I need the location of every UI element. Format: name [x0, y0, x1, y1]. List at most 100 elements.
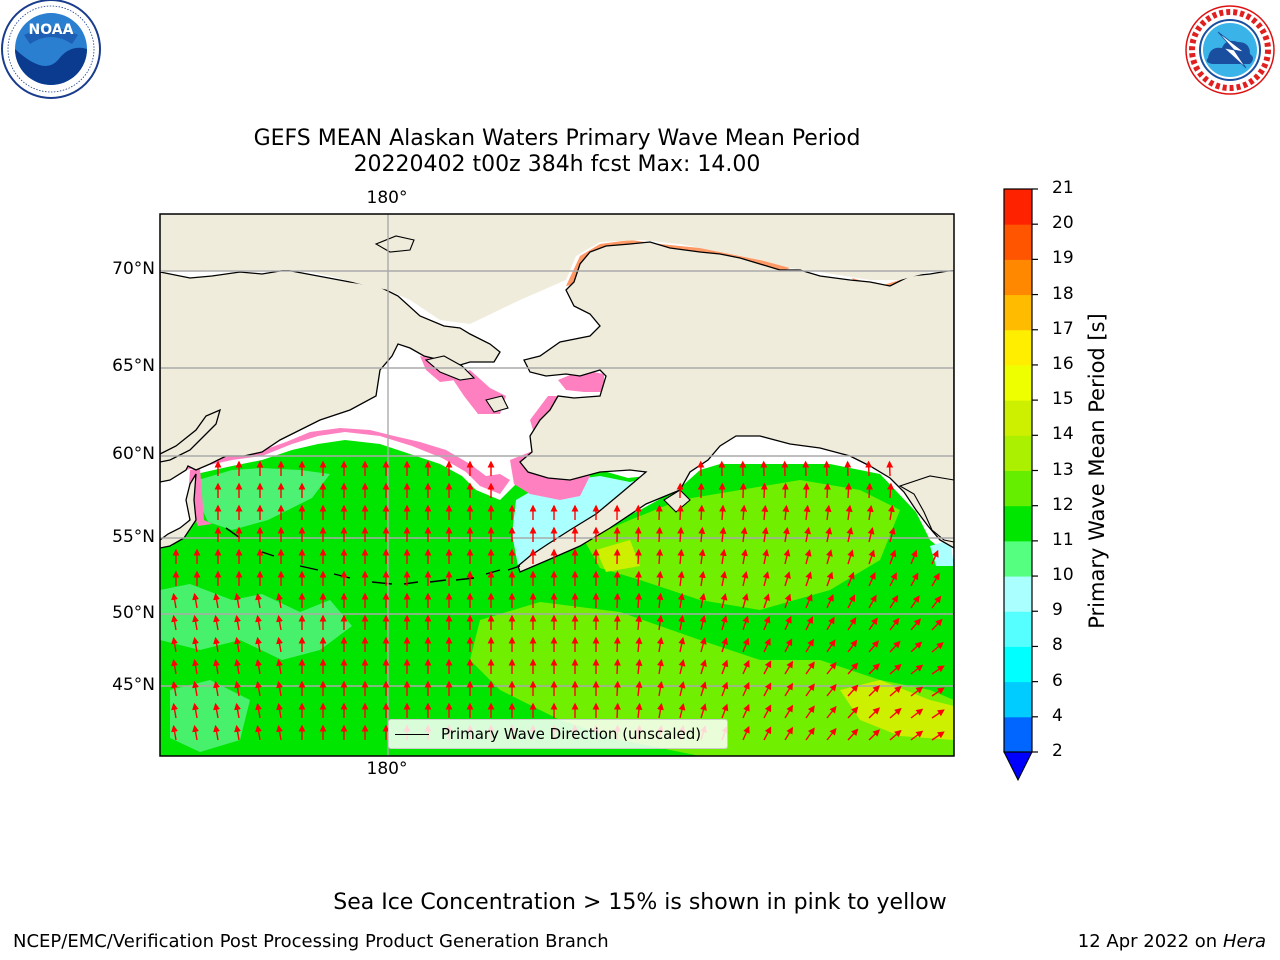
wave-direction-arrow — [805, 593, 813, 609]
wave-direction-arrow — [910, 572, 919, 587]
colorbar-tick-label: 21 — [1052, 178, 1074, 198]
wave-direction-arrow — [700, 659, 707, 675]
wave-direction-arrow — [677, 526, 685, 543]
wave-direction-arrow — [847, 728, 859, 741]
wave-direction-arrow — [678, 614, 685, 631]
wave-direction-arrow — [613, 702, 621, 719]
colorbar-tick-label: 6 — [1052, 670, 1063, 691]
land-se-alaska — [898, 475, 954, 543]
wave-direction-arrow — [656, 548, 664, 565]
colorbar-segment — [1004, 470, 1032, 507]
land-alaska — [517, 214, 954, 573]
wave-direction-arrow — [805, 683, 815, 697]
colorbar-segment — [1004, 189, 1032, 225]
wave-direction-arrow — [910, 618, 922, 631]
wave-direction-arrow — [805, 705, 815, 719]
noaa-logo-text: NOAA — [29, 22, 74, 38]
wave-direction-arrow — [889, 594, 899, 609]
wave-direction-arrow — [931, 731, 945, 741]
wave-direction-arrow — [741, 593, 749, 609]
wave-direction-arrow — [847, 594, 856, 609]
wave-direction-arrow — [760, 482, 768, 499]
wave-direction-arrow — [171, 680, 179, 697]
wave-direction-arrow — [825, 526, 833, 543]
wave-direction-arrow — [887, 482, 895, 499]
wave-direction-arrow — [889, 729, 902, 741]
wave-direction-arrow — [255, 658, 263, 675]
wave-direction-arrow — [826, 616, 835, 631]
wave-direction-arrow — [742, 659, 750, 675]
wave-direction-arrow — [931, 572, 940, 587]
wave-direction-arrow — [634, 570, 642, 587]
wave-direction-arrow — [635, 680, 643, 697]
land-siberia — [160, 269, 501, 483]
wave-direction-arrow — [763, 726, 772, 741]
wave-direction-arrow — [761, 526, 769, 543]
wave-direction-arrow — [826, 661, 837, 675]
wave-direction-arrow — [847, 706, 859, 719]
wave-direction-arrow — [698, 570, 706, 587]
wave-field-yellow-2 — [596, 540, 640, 572]
wave-direction-arrow — [868, 729, 880, 741]
wave-direction-arrow — [234, 724, 242, 741]
wave-direction-arrow — [910, 595, 920, 609]
wave-direction-arrow — [742, 725, 750, 741]
land-siberia-2 — [160, 408, 222, 463]
colorbar-tick-label: 14 — [1052, 424, 1074, 445]
lon-label-bottom: 180° — [366, 759, 408, 779]
colorbar-tick-label: 4 — [1052, 705, 1063, 726]
wave-direction-arrow — [740, 526, 748, 543]
wave-direction-arrow — [721, 681, 729, 697]
colorbar — [1003, 188, 1038, 782]
wave-direction-arrow — [192, 614, 200, 631]
wave-direction-arrow — [889, 663, 902, 675]
wave-direction-arrow — [823, 482, 831, 499]
wave-direction-arrow — [678, 659, 686, 675]
legend-line-icon — [395, 733, 429, 735]
colorbar-tick-label: 18 — [1052, 283, 1074, 304]
wave-direction-arrow — [255, 680, 263, 697]
wave-direction-arrow — [634, 548, 642, 565]
colorbar-tick-label: 12 — [1052, 494, 1074, 515]
colorbar-segment — [1004, 716, 1032, 753]
colorbar-tick-label: 19 — [1052, 248, 1074, 269]
wave-direction-arrow — [826, 727, 837, 741]
wave-direction-arrow — [171, 702, 179, 719]
wave-direction-arrow — [847, 662, 859, 675]
wave-direction-arrow — [910, 664, 924, 675]
wave-direction-arrow — [678, 681, 686, 697]
wave-direction-arrows — [171, 460, 945, 741]
wave-direction-arrow — [635, 592, 643, 609]
wave-direction-arrow — [656, 614, 664, 631]
wave-direction-arrow — [763, 638, 771, 653]
colorbar-segment — [1004, 435, 1032, 471]
wave-direction-arrow — [804, 526, 812, 543]
wave-direction-arrow — [847, 571, 855, 587]
colorbar-tick-label: 13 — [1052, 459, 1074, 480]
wave-direction-arrow — [213, 702, 221, 719]
wave-direction-arrow — [826, 571, 834, 587]
wave-direction-arrow — [699, 637, 707, 653]
wave-direction-arrow — [213, 636, 221, 653]
wave-direction-arrow — [720, 570, 728, 587]
wave-direction-arrow — [192, 680, 200, 697]
wave-direction-arrow — [255, 724, 263, 741]
wave-direction-arrow — [783, 549, 791, 565]
noaa-logo: NOAA — [1, 0, 101, 99]
colorbar-tick-label: 11 — [1052, 529, 1074, 550]
colorbar-segment — [1004, 329, 1032, 366]
wave-direction-arrow — [656, 658, 664, 675]
wave-direction-arrow — [171, 658, 179, 675]
wave-direction-arrow — [234, 680, 242, 697]
wave-direction-arrow — [276, 724, 284, 741]
wave-direction-arrow — [635, 702, 643, 719]
lat-label-45n: 45°N — [112, 675, 155, 695]
wave-direction-arrow — [697, 504, 705, 521]
wave-direction-arrow — [868, 663, 880, 675]
wave-field-cyan — [512, 476, 646, 566]
wave-direction-arrow — [784, 593, 792, 609]
wave-direction-arrow — [255, 702, 263, 719]
wave-direction-arrow — [677, 570, 685, 587]
colorbar-tick-label: 17 — [1052, 318, 1074, 339]
